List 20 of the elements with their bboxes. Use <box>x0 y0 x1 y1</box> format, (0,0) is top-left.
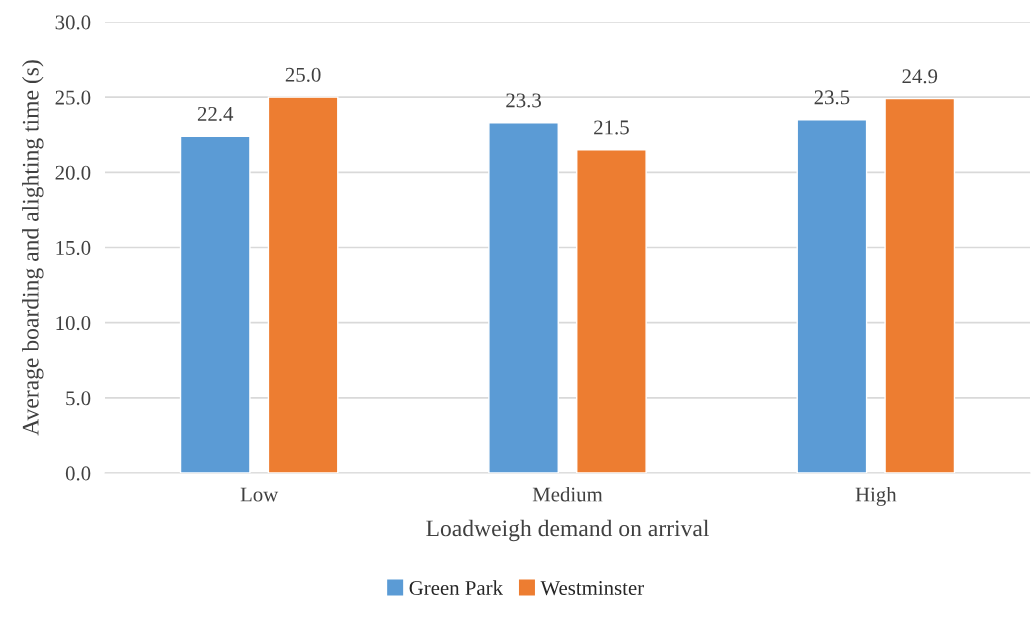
y-tick-label: 5.0 <box>66 391 91 406</box>
x-tick-label: Low <box>240 487 279 502</box>
data-label: 23.5 <box>814 90 850 105</box>
legend-label: Westminster <box>540 581 644 596</box>
y-tick-label: 25.0 <box>55 90 91 105</box>
y-axis-title: Average boarding and alighting time (s) <box>22 60 44 436</box>
x-axis-title: Loadweigh demand on arrival <box>426 519 709 542</box>
y-tick-label: 15.0 <box>56 240 91 256</box>
data-label: 22.4 <box>197 106 234 121</box>
data-label: 25.0 <box>285 67 321 82</box>
x-tick-label: High <box>855 486 897 506</box>
y-tick-label: 10.0 <box>56 316 91 331</box>
x-tick-label: Medium <box>532 486 603 502</box>
y-tick-label: 0.0 <box>65 466 91 481</box>
data-label: 24.9 <box>902 69 938 84</box>
y-tick-label: 30.0 <box>55 15 91 30</box>
data-label: 21.5 <box>594 120 629 135</box>
legend-label: Green Park <box>409 580 503 596</box>
y-tick-label: 20.0 <box>55 165 91 180</box>
data-label: 23.3 <box>506 93 541 108</box>
